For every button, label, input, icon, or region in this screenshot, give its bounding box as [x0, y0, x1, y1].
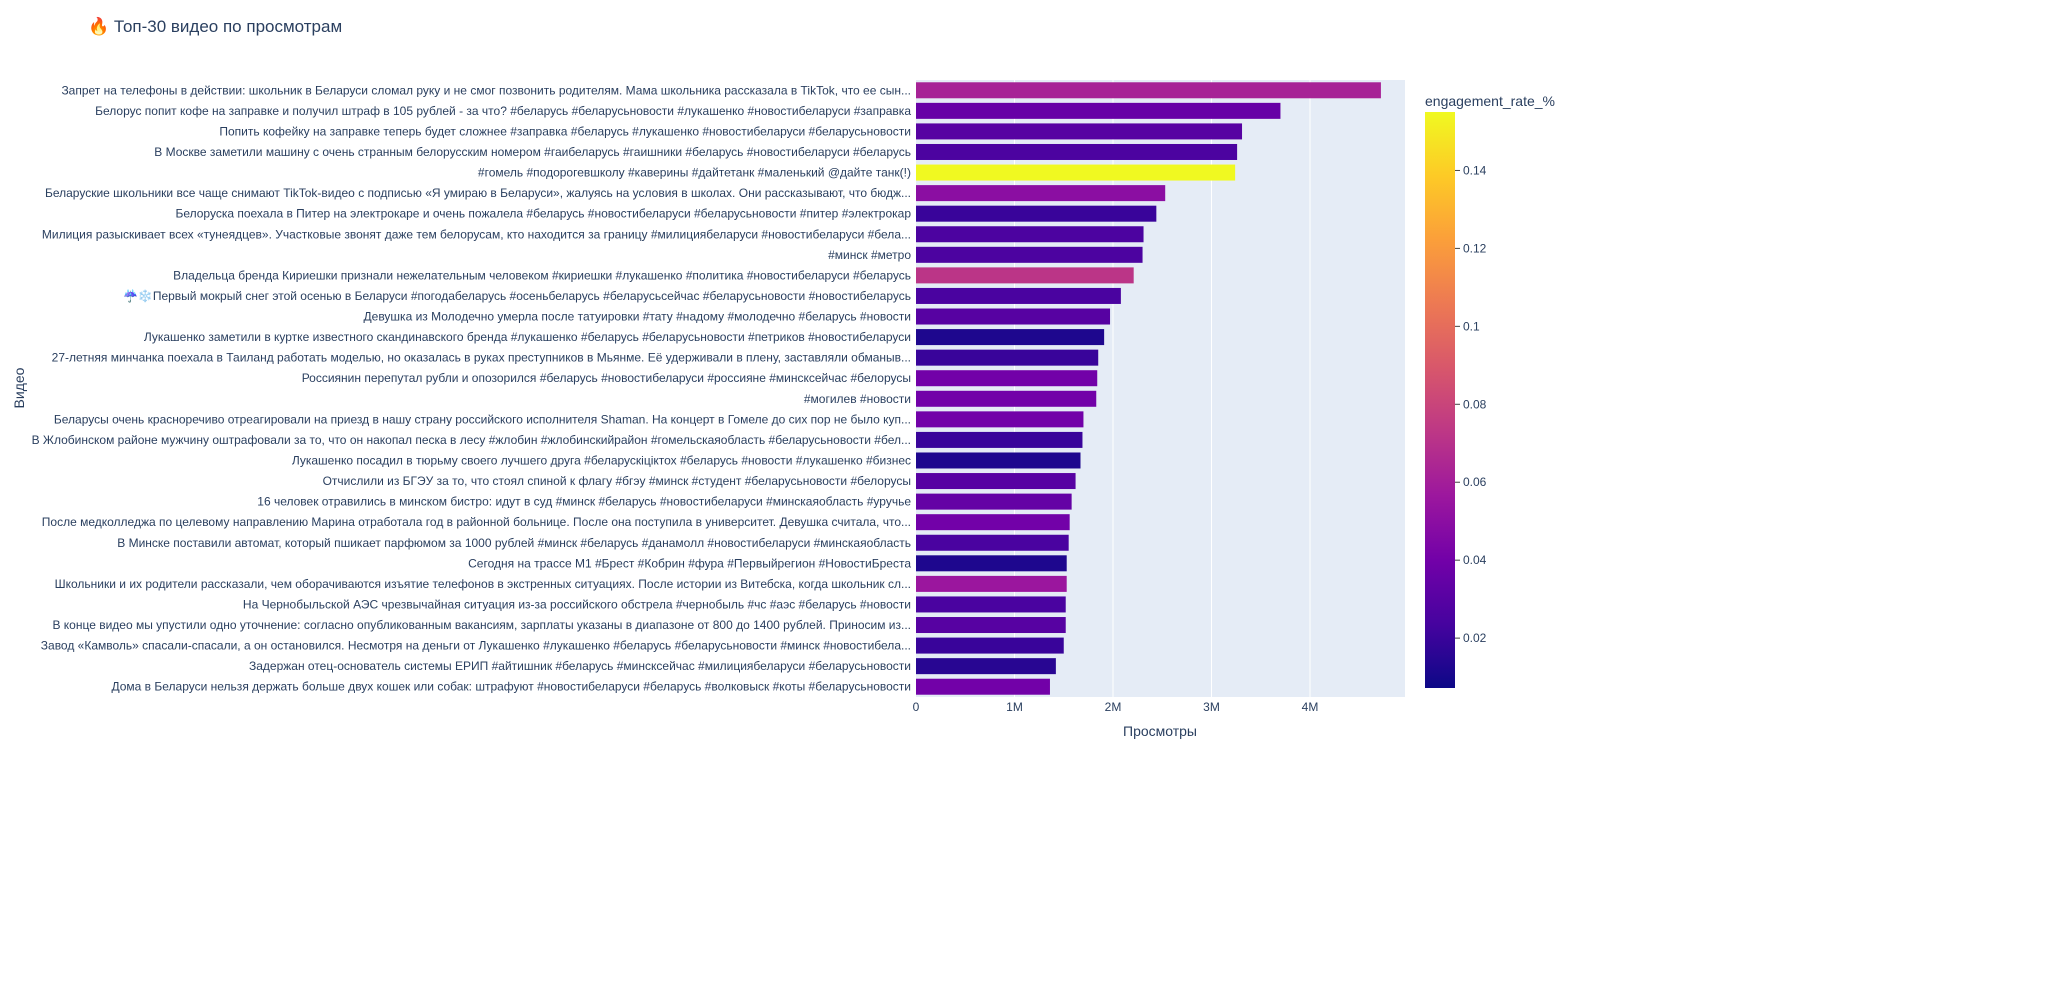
colorbar-tick-label: 0.06	[1463, 475, 1487, 489]
y-tick-label: Белоруска поехала в Питер на электрокаре…	[175, 207, 911, 221]
bar	[916, 575, 1067, 592]
bar	[916, 246, 1143, 263]
bar	[916, 514, 1070, 531]
bar	[916, 226, 1144, 243]
y-tick-label: В конце видео мы упустили одно уточнение…	[52, 618, 911, 632]
y-tick-label: Белорус попит кофе на заправке и получил…	[95, 104, 911, 118]
colorbar	[1425, 112, 1455, 688]
bar	[916, 390, 1097, 407]
chart-title: 🔥 Топ-30 видео по просмотрам	[88, 16, 342, 36]
bar	[916, 102, 1281, 119]
x-tick-label: 1M	[1006, 700, 1023, 714]
bar	[916, 329, 1105, 346]
y-tick-label: Милиция разыскивает всех «тунеядцев». Уч…	[42, 227, 911, 241]
y-tick-label: ☔❄️Первый мокрый снег этой осенью в Бела…	[123, 288, 911, 303]
bar	[916, 287, 1121, 304]
y-tick-label: В Жлобинском районе мужчину оштрафовали …	[32, 433, 911, 447]
x-axis-title: Просмотры	[1123, 723, 1197, 739]
bar	[916, 596, 1066, 613]
bar	[916, 411, 1084, 428]
bar	[916, 637, 1064, 654]
bar	[916, 493, 1072, 510]
x-tick-label: 0	[913, 700, 920, 714]
bar	[916, 185, 1166, 202]
bar	[916, 308, 1111, 325]
y-tick-label: После медколледжа по целевому направлени…	[42, 515, 911, 529]
y-tick-label: #могилев #новости	[804, 392, 911, 406]
y-tick-label: Беларуские школьники все чаще снимают Ti…	[45, 186, 911, 200]
y-tick-label: Попить кофейку на заправке теперь будет …	[219, 124, 911, 138]
bar	[916, 678, 1050, 695]
x-tick-label: 3M	[1203, 700, 1220, 714]
y-tick-label: Девушка из Молодечно умерла после татуир…	[364, 310, 911, 324]
colorbar-title: engagement_rate_%	[1425, 93, 1555, 109]
y-axis-title: Видео	[11, 367, 27, 408]
bar	[916, 431, 1083, 448]
y-tick-label: Отчислили из БГЭУ за то, что стоял спино…	[323, 474, 911, 488]
plot-area	[916, 80, 1405, 697]
bar	[916, 349, 1099, 366]
bar	[916, 205, 1157, 222]
colorbar-tick-label: 0.04	[1463, 553, 1487, 567]
y-tick-label: Дома в Беларуси нельзя держать больше дв…	[111, 680, 911, 694]
y-tick-label: #минск #метро	[828, 248, 911, 262]
colorbar-tick-label: 0.02	[1463, 631, 1487, 645]
bar	[916, 123, 1243, 140]
bar	[916, 658, 1056, 675]
y-tick-label: В Минске поставили автомат, который пшик…	[117, 536, 911, 550]
y-tick-label: Беларусы очень красноречиво отреагировал…	[54, 412, 911, 426]
y-tick-label: Лукашенко заметили в куртке известного с…	[144, 330, 911, 344]
y-tick-label: В Москве заметили машину с очень странны…	[154, 145, 911, 159]
x-tick-label: 2M	[1105, 700, 1122, 714]
bar	[916, 473, 1076, 490]
colorbar-tick-label: 0.1	[1463, 319, 1480, 333]
y-tick-label: 16 человек отравились в минском бистро: …	[257, 495, 911, 509]
y-tick-label: Запрет на телефоны в действии: школьник …	[61, 83, 911, 97]
y-tick-label: Задержан отец-основатель системы ЕРИП #а…	[249, 659, 911, 673]
y-tick-label: #гомель #подорогевшколу #каверины #дайте…	[478, 166, 911, 180]
y-tick-label: Школьники и их родители рассказали, чем …	[55, 577, 911, 591]
bar	[916, 534, 1069, 551]
bar	[916, 617, 1066, 634]
bar	[916, 555, 1067, 572]
colorbar-tick-label: 0.12	[1463, 241, 1487, 255]
bar	[916, 267, 1134, 284]
y-tick-label: Лукашенко посадил в тюрьму своего лучшег…	[292, 453, 911, 467]
bar	[916, 143, 1238, 160]
colorbar-tick-label: 0.14	[1463, 163, 1487, 177]
y-tick-label: Сегодня на трассе М1 #Брест #Кобрин #фур…	[468, 556, 911, 570]
bar	[916, 370, 1098, 387]
bar	[916, 82, 1381, 99]
bar	[916, 164, 1236, 181]
y-tick-label: Владельца бренда Кириешки признали нежел…	[173, 268, 911, 282]
x-tick-label: 4M	[1302, 700, 1319, 714]
y-tick-label: На Чернобыльской АЭС чрезвычайная ситуац…	[243, 597, 911, 611]
bar	[916, 452, 1081, 469]
colorbar-tick-label: 0.08	[1463, 397, 1487, 411]
y-tick-label: Завод «Камволь» спасали-спасали, а он ос…	[41, 639, 911, 653]
y-tick-label: 27-летняя минчанка поехала в Таиланд раб…	[52, 351, 911, 365]
y-tick-label: Россиянин перепутал рубли и опозорился #…	[302, 371, 911, 385]
